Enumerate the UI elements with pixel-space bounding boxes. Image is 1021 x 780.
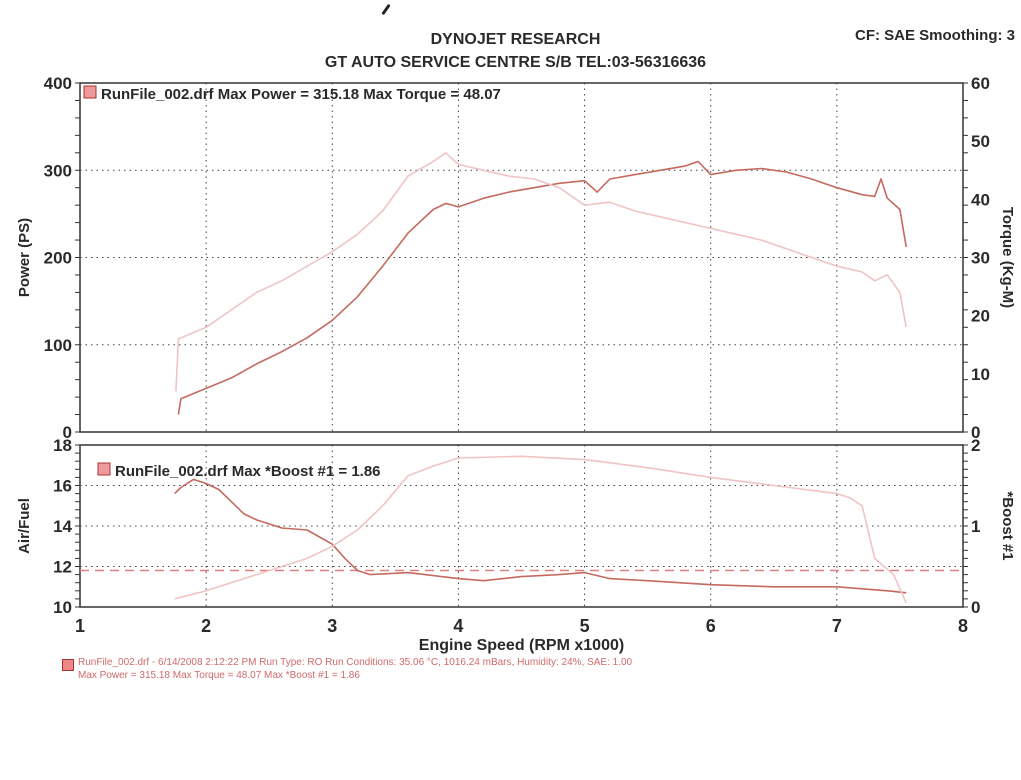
power-torque-ytick-left: 100 bbox=[44, 336, 72, 355]
power-torque-ytick-left: 0 bbox=[63, 423, 72, 442]
xaxis-title: Engine Speed (RPM x1000) bbox=[419, 637, 624, 654]
xtick-label: 7 bbox=[832, 616, 842, 636]
afr-boost-ytick-right: 1 bbox=[971, 517, 980, 536]
afr-boost-ytick-right: 2 bbox=[971, 436, 980, 455]
footer-legend-swatch bbox=[62, 659, 74, 671]
power-torque-legend-swatch bbox=[83, 85, 97, 99]
xtick-label: 1 bbox=[75, 616, 85, 636]
series-line-boost-1 bbox=[174, 455, 907, 604]
power-torque-ytick-left: 300 bbox=[44, 161, 72, 180]
power-torque-ytick-right: 60 bbox=[971, 74, 990, 93]
series-line-power bbox=[177, 160, 907, 415]
footer-run-info: RunFile_002.drf - 6/14/2008 2:12:22 PM R… bbox=[78, 657, 633, 668]
afr-boost-ylabel-right: *Boost #1 bbox=[999, 491, 1016, 560]
settings-label: CF: SAE Smoothing: 3 bbox=[855, 27, 1015, 44]
xtick-label: 2 bbox=[201, 616, 211, 636]
power-torque-ylabel-left: Power (PS) bbox=[16, 218, 33, 297]
afr-boost-ytick-right: 0 bbox=[971, 598, 980, 617]
xtick-label: 4 bbox=[453, 616, 463, 636]
power-torque-ytick-left: 200 bbox=[44, 249, 72, 268]
power-torque-ytick-right: 30 bbox=[971, 249, 990, 268]
page-subtitle: GT AUTO SERVICE CENTRE S/B TEL:03-563166… bbox=[324, 54, 707, 71]
afr-boost-ytick-left: 18 bbox=[53, 436, 72, 455]
footer-max-values: Max Power = 315.18 Max Torque = 48.07 Ma… bbox=[78, 670, 360, 681]
series-line-air-fuel bbox=[174, 478, 907, 594]
xtick-label: 8 bbox=[958, 616, 968, 636]
xtick-label: 6 bbox=[706, 616, 716, 636]
page-title: DYNOJET RESEARCH bbox=[430, 31, 601, 48]
afr-boost-ytick-left: 16 bbox=[53, 477, 72, 496]
power-torque-ylabel-right: Torque (Kg-M) bbox=[999, 207, 1016, 308]
afr-boost-legend-swatch bbox=[97, 462, 111, 476]
power-torque-ytick-right: 10 bbox=[971, 365, 990, 384]
power-torque-legend-text: RunFile_002.drf Max Power = 315.18 Max T… bbox=[101, 86, 501, 103]
afr-boost-ylabel-left: Air/Fuel bbox=[16, 498, 33, 554]
power-torque-ytick-left: 400 bbox=[44, 74, 72, 93]
power-torque-ytick-right: 40 bbox=[971, 190, 990, 209]
power-torque-ytick-right: 20 bbox=[971, 307, 990, 326]
series-line-torque bbox=[175, 152, 907, 392]
xtick-label: 5 bbox=[580, 616, 590, 636]
afr-boost-legend-text: RunFile_002.drf Max *Boost #1 = 1.86 bbox=[115, 463, 381, 480]
afr-boost-ytick-left: 14 bbox=[53, 517, 72, 536]
afr-boost-ytick-left: 10 bbox=[53, 598, 72, 617]
power-torque-ytick-right: 50 bbox=[971, 132, 990, 151]
xtick-label: 3 bbox=[327, 616, 337, 636]
power-torque-ytick-right: 0 bbox=[971, 423, 980, 442]
afr-boost-ytick-left: 12 bbox=[53, 558, 72, 577]
